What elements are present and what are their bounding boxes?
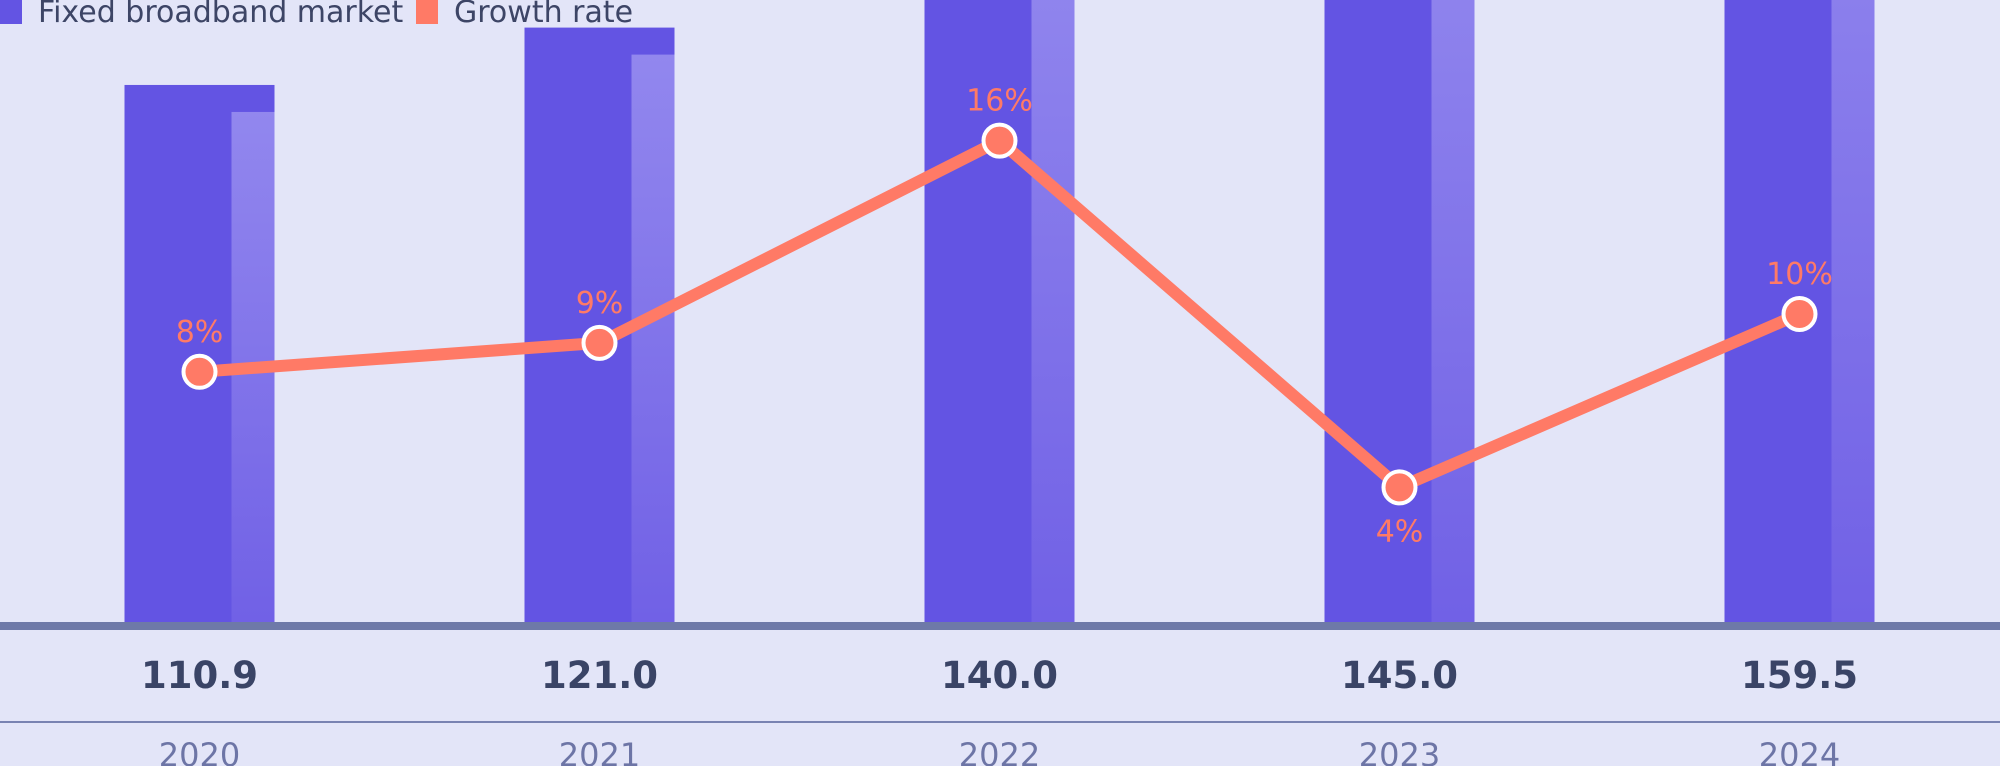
year-label-2024: 2024 (1759, 736, 1840, 766)
growth-label-2021: 9% (576, 286, 624, 321)
growth-point-2022 (981, 122, 1018, 159)
growth-label-2022: 16% (966, 84, 1033, 119)
growth-point-2024 (1781, 296, 1818, 332)
legend-label-fixed-broadband-market: Fixed broadband market (38, 0, 403, 30)
bar-highlight-2021 (631, 54, 675, 622)
legend: Fixed broadband market Growth rate (0, 0, 633, 30)
growth-point-2020 (181, 353, 218, 390)
value-label-2022: 140.0 (941, 654, 1058, 697)
growth-point-2023 (1381, 469, 1418, 506)
year-label-2021: 2021 (559, 736, 640, 766)
growth-point-2021 (581, 324, 618, 361)
growth-rate-labels: 8% 9% 16% 4% 10% (176, 84, 1833, 550)
year-label-2023: 2023 (1359, 736, 1440, 766)
legend-swatch-growth-rate (416, 0, 438, 24)
x-axis-baseline (0, 622, 2000, 630)
value-label-2020: 110.9 (141, 654, 258, 697)
value-label-2024: 159.5 (1741, 654, 1858, 697)
legend-label-growth-rate: Growth rate (454, 0, 633, 30)
growth-label-2020: 8% (176, 315, 224, 350)
legend-swatch-fixed-broadband-market (0, 0, 22, 24)
growth-label-2023: 4% (1376, 514, 1424, 549)
growth-rate-points (181, 122, 1818, 506)
year-label-2020: 2020 (159, 736, 240, 766)
bar-highlight-2022 (1031, 0, 1075, 623)
value-label-2021: 121.0 (541, 654, 658, 697)
year-label-2022: 2022 (959, 736, 1040, 766)
bar-highlight-2023 (1431, 0, 1475, 622)
value-label-2023: 145.0 (1341, 654, 1458, 697)
bar-highlight-2024 (1831, 0, 1875, 622)
bar-group (124, 0, 1875, 623)
growth-label-2024: 10% (1766, 257, 1833, 292)
year-label-row: 2020 2021 2022 2023 2024 (159, 736, 1840, 766)
value-label-row: 110.9 121.0 140.0 145.0 159.5 (141, 654, 1858, 697)
